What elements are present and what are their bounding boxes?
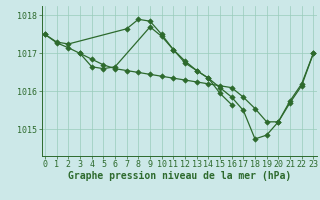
X-axis label: Graphe pression niveau de la mer (hPa): Graphe pression niveau de la mer (hPa) [68, 171, 291, 181]
